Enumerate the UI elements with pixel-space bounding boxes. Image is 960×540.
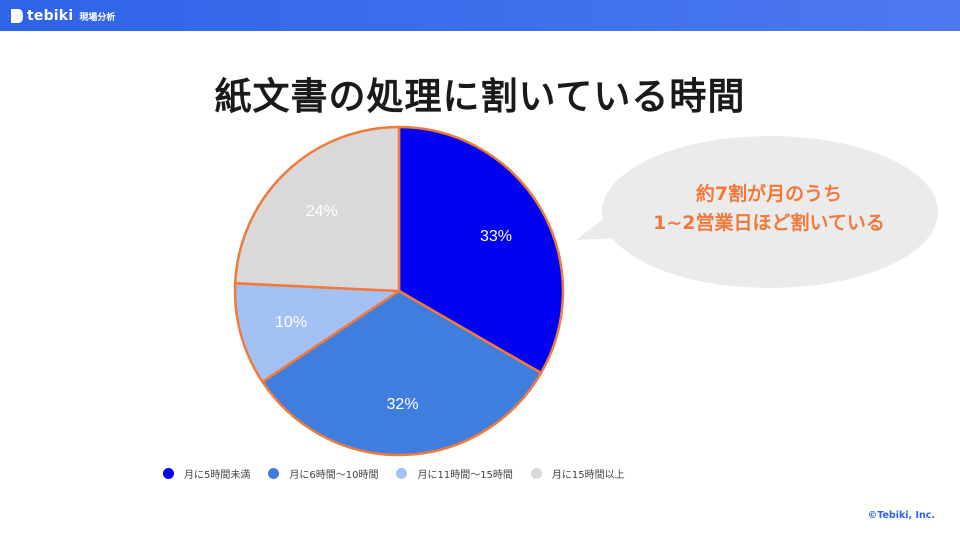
callout-bubble-tail [576,212,620,240]
pie-slice-4 [233,125,401,293]
brand-logo: tebiki 現場分析 [10,6,115,26]
legend-label-3: 月に11時間〜15時間 [417,469,513,481]
brand-name: tebiki [27,8,74,24]
page-title: 紙文書の処理に割いている時間 [214,75,746,118]
legend-label-4: 月に15時間以上 [551,469,625,481]
pie-slice-1 [397,125,565,375]
callout-line-2: 1~2営業日ほど割いている [653,212,885,234]
callout-line-1: 約7割が月のうち [695,183,843,205]
pie-slice-labels: 33% 32% 10% 24% [275,203,512,413]
pie-slice-label-2: 32% [387,396,419,413]
legend-swatch-3 [396,467,408,479]
legend-item-2: 月に6時間〜10時間 [268,466,378,481]
legend-swatch-2 [268,467,280,479]
pie-slice-label-1: 33% [480,228,512,245]
pie-slice-label-4: 24% [306,203,338,220]
legend-swatch-4 [530,467,542,479]
pie-slice-label-3: 10% [275,314,307,331]
pie-slice-2 [261,289,543,457]
legend-item-3: 月に11時間〜15時間 [396,466,513,481]
legend-swatch-1 [163,467,174,479]
callout-bubble [576,136,938,288]
pie-slice-3 [233,281,401,384]
callout-text: 約7割が月のうち 1~2営業日ほど割いている [608,180,930,238]
legend-label-1: 月に5時間未満 [184,469,251,481]
pie-slices [233,125,565,457]
brand-subtitle: 現場分析 [79,12,116,23]
legend-label-2: 月に6時間〜10時間 [289,469,379,481]
chart-legend: 月に5時間未満 月に6時間〜10時間 月に11時間〜15時間 月に15時間以上 [163,465,643,481]
tebiki-logo-icon [11,9,23,23]
legend-item-1: 月に5時間未満 [163,466,250,481]
copyright: ©Tebiki, Inc. [867,510,935,521]
top-bar: tebiki 現場分析 [0,0,960,31]
legend-item-4: 月に15時間以上 [530,466,625,481]
callout-bubble-body [602,136,938,288]
